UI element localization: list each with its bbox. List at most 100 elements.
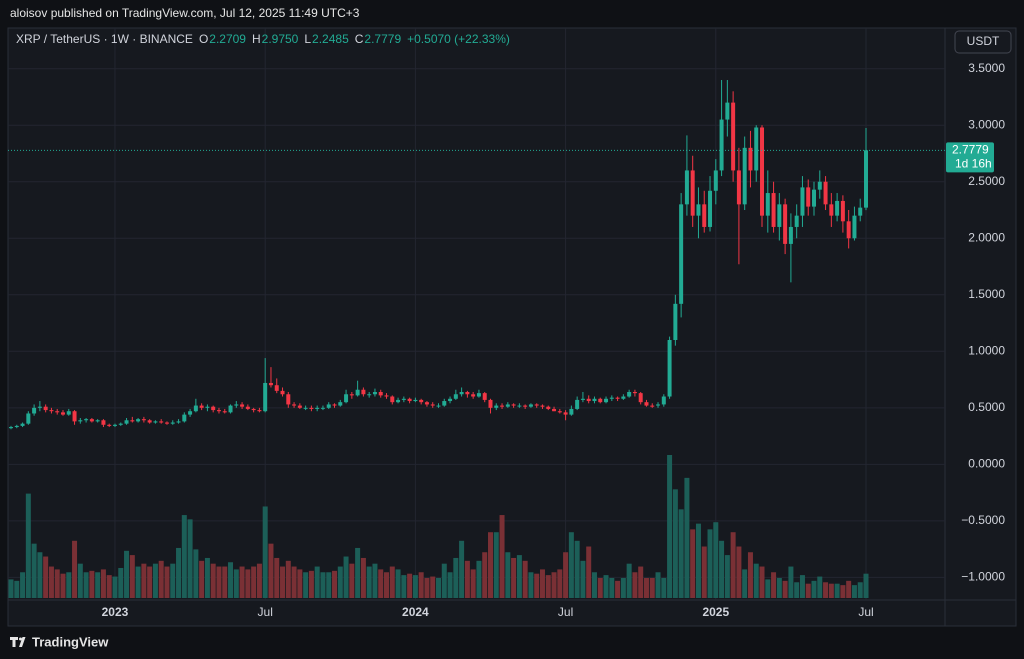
candle-body xyxy=(384,395,389,397)
candle-body xyxy=(407,398,412,402)
y-tick-label: 2.5000 xyxy=(968,174,1005,188)
candle-body xyxy=(656,404,661,406)
brand: TradingView xyxy=(32,634,109,649)
candle-body xyxy=(696,204,701,216)
candle-body xyxy=(765,193,770,216)
candle-body xyxy=(280,390,285,395)
volume-bar xyxy=(695,523,701,598)
candle-body xyxy=(55,411,60,413)
volume-bar xyxy=(753,563,759,598)
volume-bar xyxy=(707,529,713,598)
candle-body xyxy=(419,399,424,403)
volume-bar xyxy=(193,549,199,598)
candle-body xyxy=(748,147,753,171)
volume-bar xyxy=(360,557,366,598)
candle-body xyxy=(164,422,169,424)
candle-body xyxy=(286,394,291,405)
candle-body xyxy=(442,401,447,406)
volume-bar xyxy=(453,557,459,598)
volume-bar xyxy=(239,566,245,598)
currency-button[interactable] xyxy=(954,30,1012,54)
volume-bar xyxy=(661,577,667,598)
currency[interactable]: USDT xyxy=(967,34,1000,48)
candle-body xyxy=(846,221,851,239)
volume-bar xyxy=(511,557,517,598)
candle-body xyxy=(309,407,314,409)
candle-body xyxy=(234,404,239,406)
candle-body xyxy=(188,411,193,415)
volume-bar xyxy=(678,509,684,598)
y-tick-label: 1.5000 xyxy=(968,287,1005,301)
volume-bar xyxy=(135,566,141,598)
candle-body xyxy=(661,396,666,405)
volume-bar xyxy=(568,532,574,598)
candle-body xyxy=(361,389,366,395)
candle-body xyxy=(182,414,187,422)
candle-body xyxy=(49,410,54,412)
volume-bar xyxy=(782,580,788,598)
candle-body xyxy=(523,405,528,407)
candle-body xyxy=(95,420,100,422)
y-tick-label: 3.0000 xyxy=(968,117,1005,131)
volume-bar xyxy=(649,577,655,598)
volume-bar xyxy=(141,563,147,598)
volume-bar xyxy=(274,557,280,598)
volume-bar xyxy=(447,572,453,598)
candle-body xyxy=(806,187,811,207)
volume-bar xyxy=(152,563,158,598)
volume-bar xyxy=(95,572,101,598)
candle-body xyxy=(719,119,724,171)
candle-body xyxy=(760,127,765,216)
candle-body xyxy=(494,405,499,408)
candle-body xyxy=(367,394,372,396)
volume-bar xyxy=(742,569,748,598)
volume-bar xyxy=(580,560,586,598)
candle-body xyxy=(667,340,672,397)
candle-body xyxy=(436,405,441,407)
candle-body xyxy=(401,398,406,400)
candle-body xyxy=(800,187,805,216)
ohlc-value: 2.9750 xyxy=(262,32,299,46)
candle-body xyxy=(725,102,730,120)
candle-body xyxy=(505,404,510,407)
volume-bar xyxy=(384,572,390,598)
candle-body xyxy=(482,393,487,400)
candle-body xyxy=(575,399,580,409)
volume-bar xyxy=(124,550,130,598)
ohlc-key: H xyxy=(252,32,261,46)
volume-bar xyxy=(233,569,239,598)
candle-body xyxy=(557,411,562,413)
volume-bar xyxy=(805,583,811,598)
volume-bar xyxy=(389,566,395,598)
volume-bar xyxy=(320,572,326,598)
candle-body xyxy=(315,407,320,409)
x-tick-label: 2023 xyxy=(102,605,129,619)
volume-bar xyxy=(759,566,765,598)
volume-bar xyxy=(72,540,78,598)
volume-bar xyxy=(83,572,89,598)
volume-bar xyxy=(470,569,476,598)
candle-body xyxy=(829,204,834,216)
candle-body xyxy=(413,399,418,402)
volume-bar xyxy=(25,493,31,598)
candle-body xyxy=(390,396,395,403)
volume-bar xyxy=(181,515,187,598)
x-tick-label: Jul xyxy=(558,605,573,619)
volume-bar xyxy=(724,555,730,598)
volume-bar xyxy=(765,579,771,598)
y-tick-label: 0.0000 xyxy=(968,457,1005,471)
volume-bar xyxy=(684,477,690,598)
candle-body xyxy=(731,102,736,171)
volume-bar xyxy=(424,577,430,598)
candle-body xyxy=(141,419,146,421)
candle-body xyxy=(713,170,718,191)
candle-body xyxy=(355,389,360,396)
volume-bar xyxy=(436,577,441,598)
volume-bar xyxy=(643,577,649,598)
volume-bar xyxy=(557,569,563,598)
volume-bar xyxy=(268,543,274,598)
candle-body xyxy=(592,398,597,402)
volume-bar xyxy=(505,552,511,598)
candle-body xyxy=(303,407,308,409)
